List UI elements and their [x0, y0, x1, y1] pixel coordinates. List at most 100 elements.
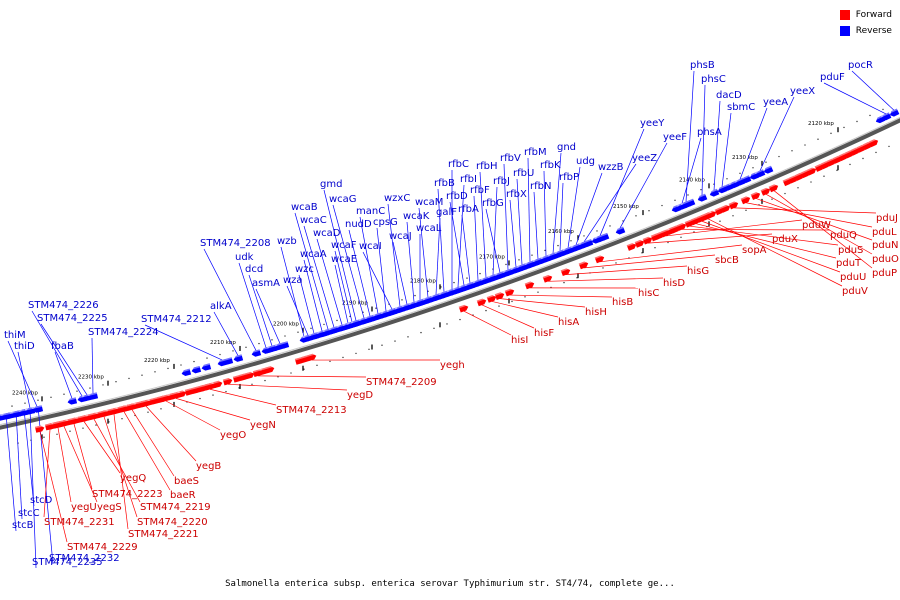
gene-label-wza: wza [283, 275, 303, 286]
minor-tick-dot-lower [251, 383, 253, 385]
gene-label-hisH: hisH [585, 307, 607, 318]
gene-label-STM474_2232: STM474_2232 [49, 553, 120, 564]
minor-tick-dot-upper [804, 144, 806, 146]
leader-hisD [547, 277, 664, 282]
legend-forward: Forward [839, 7, 892, 23]
kbp-tick-label: 2140 kbp [679, 177, 705, 183]
minor-tick-dot-lower [719, 220, 721, 222]
leader-wcaK [406, 221, 415, 302]
reverse-gene-block [190, 365, 202, 374]
minor-tick-dot-lower [355, 352, 357, 355]
forward-gene-pduO [760, 186, 771, 196]
gene-label-fbaB: fbaB [51, 341, 74, 352]
forward-gene-pduP [768, 183, 779, 193]
gene-label-wcaJ: wcaJ [389, 231, 412, 242]
leader-hisA [491, 301, 559, 318]
leader-cpsG [376, 227, 387, 312]
forward-gene-block [626, 241, 637, 251]
forward-gene-yegQ [78, 414, 89, 423]
forward-gene-STM474_2229 [34, 424, 45, 433]
leader-STM474_2221 [113, 414, 129, 530]
minor-tick-dot-upper [544, 249, 546, 252]
minor-tick-dot-lower [43, 436, 45, 438]
gene-label-hisG: hisG [687, 266, 709, 277]
gene-label-stcD: stcD [30, 495, 53, 506]
gene-label-phsA: phsA [697, 127, 722, 138]
gene-label-phsB: phsB [690, 60, 715, 71]
leader-rfbU [516, 178, 523, 265]
leader-yeeA [739, 107, 768, 180]
forward-gene-pduW [660, 228, 671, 238]
gene-label-rfbG: rfbG [482, 198, 504, 209]
reverse-gene-stcD [18, 408, 30, 416]
gene-label-gmd: gmd [320, 179, 342, 190]
reverse-gene-rfbB [438, 290, 450, 299]
minor-tick-dot-lower [82, 427, 84, 429]
reverse-gene-rfbH [480, 276, 492, 284]
gene-label-hisC: hisC [638, 288, 659, 299]
leader-rfbM [527, 157, 531, 262]
gene-label-STM474_2220: STM474_2220 [137, 517, 208, 528]
minor-tick-dot-upper [570, 240, 572, 242]
reverse-gene-asmA [274, 342, 286, 350]
gene-label-yegU: yegU [71, 502, 97, 513]
reverse-gene-rfbV [502, 268, 514, 277]
reverse-gene-fbaB [66, 397, 78, 405]
reverse-gene-rfbG [494, 271, 506, 279]
minor-tick-dot-upper [661, 204, 663, 207]
gene-label-baeR: baeR [170, 490, 196, 501]
reverse-gene-STM474_2208 [250, 349, 262, 357]
leader-wcaI [362, 251, 393, 310]
gene-label-manC: manC [356, 206, 385, 217]
gene-label-hisD: hisD [663, 278, 685, 289]
gene-label-yeeA: yeeA [763, 97, 788, 108]
kbp-tick-label: 2200 kbp [273, 322, 299, 328]
gene-label-wzb: wzb [277, 236, 297, 247]
gene-label-wcaE: wcaE [331, 254, 357, 265]
forward-gene-sbcB [578, 260, 589, 270]
minor-tick-dot-upper [323, 323, 325, 326]
reverse-gene-phsC [696, 193, 708, 202]
gene-label-gnd: gnd [557, 142, 576, 153]
minor-tick-dot-upper [76, 390, 78, 392]
minor-tick-dot-lower [368, 348, 370, 351]
gene-label-dacD: dacD [716, 90, 742, 101]
reverse-gene-yeeY [594, 234, 606, 243]
leader-yegS [63, 426, 98, 503]
forward-gene-hisH [494, 291, 505, 300]
strand-legend: Forward Reverse [839, 7, 892, 39]
minor-tick-dot-lower [420, 331, 422, 334]
gene-label-hisF: hisF [534, 328, 554, 339]
leader-STM474_2208 [203, 248, 257, 351]
kbp-tick-label: 2160 kbp [548, 229, 574, 235]
gene-label-wzxC: wzxC [384, 193, 410, 204]
forward-gene-yegS [58, 419, 69, 428]
minor-tick-dot-upper [752, 167, 754, 169]
minor-tick-dot-upper [89, 387, 91, 389]
minor-tick-dot-lower [69, 430, 71, 432]
minor-tick-dot-lower [771, 198, 773, 200]
gene-label-pduP: pduP [872, 268, 897, 279]
minor-tick-dot-upper [466, 277, 468, 279]
gene-label-STM474_2226: STM474_2226 [28, 300, 99, 311]
minor-tick-dot-upper [258, 342, 260, 345]
minor-tick-dot-lower [303, 368, 305, 370]
minor-tick-dot-upper [453, 281, 455, 284]
forward-gene-pduV [702, 211, 713, 221]
minor-tick-dot-lower [654, 247, 656, 249]
leader-wcaC [303, 225, 335, 328]
leader-wzb [280, 246, 305, 337]
leader-STM474_2212 [144, 324, 223, 361]
leader-asmA [255, 288, 281, 344]
leader-stcB [5, 413, 17, 532]
leader-pduS [689, 225, 839, 246]
leader-STM474_2231 [43, 429, 51, 518]
gene-label-yegQ: yegQ [120, 473, 146, 484]
minor-tick-dot-upper [648, 210, 650, 212]
reverse-gene-udg [562, 246, 574, 255]
reverse-gene-STM474_2224 [87, 392, 99, 400]
leader-pduN [755, 198, 873, 241]
gene-label-thiM: thiM [4, 330, 26, 341]
leader-yegU [57, 427, 72, 503]
minor-tick-dot-upper [284, 335, 286, 337]
